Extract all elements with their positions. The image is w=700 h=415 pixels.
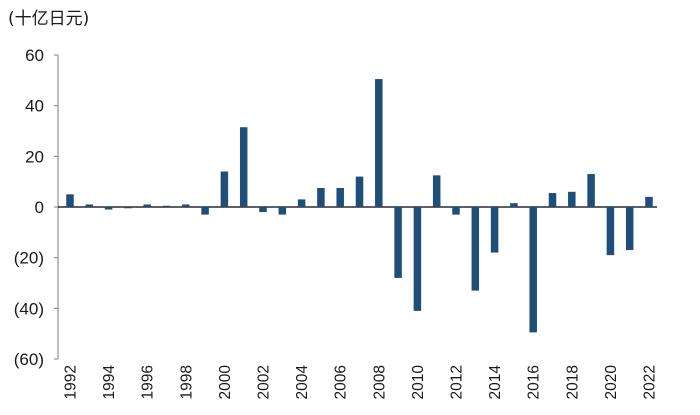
- bar-1997: [162, 205, 171, 207]
- y-tick-label: 60: [25, 46, 44, 65]
- y-tick-label: 40: [25, 97, 44, 116]
- bar-1993: [85, 204, 94, 207]
- bar-1992: [66, 194, 74, 207]
- y-tick-label: 0: [35, 198, 44, 217]
- bar-1998: [182, 204, 190, 207]
- bar-1995: [124, 207, 132, 209]
- bar-2007: [355, 176, 364, 207]
- y-tick-label: (20): [14, 249, 44, 268]
- x-tick-label: 2014: [487, 365, 504, 400]
- x-tick-label: 2002: [256, 365, 273, 399]
- x-tick-label: 2000: [217, 365, 234, 400]
- x-tick-label: 2012: [449, 365, 466, 399]
- x-tick-label: 2016: [526, 365, 543, 399]
- x-tick-label: 2022: [642, 365, 659, 399]
- bar-2021: [625, 207, 634, 251]
- y-tick-label: (40): [14, 299, 44, 318]
- bar-2014: [490, 207, 499, 253]
- bar-1999: [201, 207, 209, 215]
- bar-2009: [394, 207, 402, 278]
- y-tick-label: 20: [25, 147, 44, 166]
- bar-2000: [220, 171, 229, 207]
- bar-2022: [645, 196, 653, 207]
- bar-2012: [452, 207, 460, 215]
- x-tick-label: 1994: [101, 365, 118, 400]
- bar-2020: [606, 207, 615, 256]
- x-tick-label: 1996: [140, 365, 157, 399]
- bar-2013: [471, 207, 480, 291]
- x-tick-label: 2004: [294, 365, 311, 400]
- y-tick-label: (60): [14, 350, 44, 369]
- bar-2010: [413, 207, 422, 311]
- x-tick-labels: 1992 1994 1996 1998 2000 2002 2004 2006 2008 2010…: [63, 365, 659, 400]
- bar-2015: [510, 203, 518, 207]
- bar-2018: [568, 191, 576, 207]
- x-tick-label: 2006: [333, 365, 350, 399]
- y-tick-labels: 60 40 20 0 (20) (40) (60): [14, 46, 44, 369]
- bar-2004: [297, 199, 306, 207]
- bar-2011: [432, 175, 441, 207]
- x-tick-label: 2010: [410, 365, 427, 400]
- bar-2006: [336, 188, 344, 207]
- bar-2017: [548, 193, 557, 207]
- bars: [66, 79, 653, 333]
- bar-2016: [529, 207, 537, 333]
- bar-2008: [375, 79, 383, 207]
- x-tick-label: 2020: [603, 365, 620, 400]
- x-tick-label: 2008: [371, 365, 388, 399]
- bar-2019: [587, 174, 595, 207]
- x-tick-label: 1998: [178, 365, 195, 399]
- bar-1996: [143, 204, 151, 207]
- bar-2001: [239, 127, 248, 207]
- x-tick-label: 1992: [63, 365, 80, 399]
- unit-label: (十亿日元): [8, 9, 90, 29]
- x-tick-label: 2018: [564, 365, 581, 399]
- bar-2003: [278, 207, 287, 215]
- bar-1994: [104, 207, 113, 210]
- bar-2002: [259, 207, 267, 213]
- bar-2005: [317, 188, 325, 207]
